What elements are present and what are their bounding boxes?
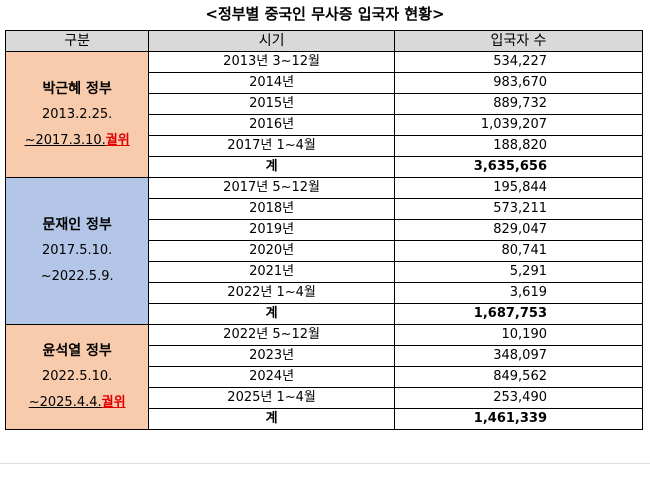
data-row: 2023년 348,097: [6, 345, 644, 367]
count: 1,039,207: [393, 114, 644, 136]
end-date: ~2022.5.9.: [40, 269, 114, 284]
total-row: 계 1,461,339: [6, 408, 644, 430]
note: 궐위: [101, 395, 126, 410]
data-row: 2018년 573,211: [6, 198, 644, 220]
period: 2021년: [148, 261, 395, 283]
column-header: 구분: [4, 30, 150, 52]
start-date: 2022.5.10.: [42, 369, 113, 384]
end-date: ~2017.3.10.: [24, 132, 106, 148]
count: 80,741: [393, 240, 644, 262]
group-name: 박근혜 정부: [42, 80, 112, 97]
count: 1,687,753: [393, 303, 644, 325]
header-row: 구분 시기 입국자 수: [4, 30, 644, 52]
period: 2018년: [148, 198, 395, 220]
divider: [0, 463, 650, 464]
period: 2023년: [148, 345, 395, 367]
period: 2022년 5~12월: [148, 324, 395, 346]
count: 253,490: [393, 387, 644, 409]
end-line: ~2017.3.10.궐위: [6, 128, 148, 154]
count: 829,047: [393, 219, 644, 241]
count: 573,211: [393, 198, 644, 220]
period: 2013년 3~12월: [148, 51, 395, 73]
note: 궐위: [105, 132, 130, 148]
group-cell: 문재인 정부 2017.5.10. ~2022.5.9.: [4, 177, 150, 325]
count: 348,097: [393, 345, 644, 367]
data-row: 박근혜 정부 2013.2.25. ~2017.3.10.궐위 2013년 3~12월…: [4, 51, 644, 178]
end-line: ~2022.5.9.: [6, 264, 148, 290]
period: 계: [148, 408, 395, 430]
period: 2017년 1~4월: [148, 135, 395, 157]
title: <정부별 중국인 무사증 입국자 현황>: [205, 5, 445, 23]
column-header: 시기: [148, 30, 395, 52]
end-date: ~2025.4.4.: [28, 395, 102, 410]
count: 5,291: [393, 261, 644, 283]
count: 3,619: [393, 282, 644, 304]
data-row: 윤석열 정부 2022.5.10. ~2025.4.4.궐위 2022년 5~12월 1…: [4, 324, 644, 430]
table: 구분 시기 입국자 수 박근혜 정부 2013.2.25. ~2017.3.10.궐위 20…: [4, 30, 644, 430]
group-name: 윤석열 정부: [42, 343, 112, 359]
count: 849,562: [393, 366, 644, 388]
period: 2022년 1~4월: [148, 282, 395, 304]
end-line: ~2025.4.4.궐위: [6, 390, 148, 416]
data-row: 2016년 1,039,207: [6, 114, 644, 136]
count: 534,227: [393, 51, 644, 73]
count: 188,820: [393, 135, 644, 157]
data-row: 2024년 849,562: [6, 366, 644, 388]
data-row: 문재인 정부 2017.5.10. ~2022.5.9. 2017년 5~12월 195…: [4, 177, 644, 325]
total-row: 계 3,635,656: [6, 156, 644, 178]
count: 1,461,339: [393, 408, 644, 430]
period: 2020년: [148, 240, 395, 262]
period: 2015년: [148, 93, 395, 115]
period: 2024년: [148, 366, 395, 388]
data-row: 2021년 5,291: [6, 261, 644, 283]
count: 10,190: [393, 324, 644, 346]
group-cell: 박근혜 정부 2013.2.25. ~2017.3.10.궐위: [4, 51, 150, 178]
count: 3,635,656: [393, 156, 644, 178]
group-cell: 윤석열 정부 2022.5.10. ~2025.4.4.궐위: [4, 324, 150, 430]
count: 983,670: [393, 72, 644, 94]
period: 2017년 5~12월: [148, 177, 395, 199]
count: 195,844: [393, 177, 644, 199]
period: 2025년 1~4월: [148, 387, 395, 409]
start-date: 2017.5.10.: [42, 243, 113, 258]
period: 계: [148, 303, 395, 325]
period: 2014년: [148, 72, 395, 94]
group-name: 문재인 정부: [42, 217, 112, 233]
count: 889,732: [393, 93, 644, 115]
period: 2016년: [148, 114, 395, 136]
period: 2019년: [148, 219, 395, 241]
column-header: 입국자 수: [393, 30, 644, 52]
period: 계: [148, 156, 395, 178]
start-date: 2013.2.25.: [42, 106, 113, 122]
